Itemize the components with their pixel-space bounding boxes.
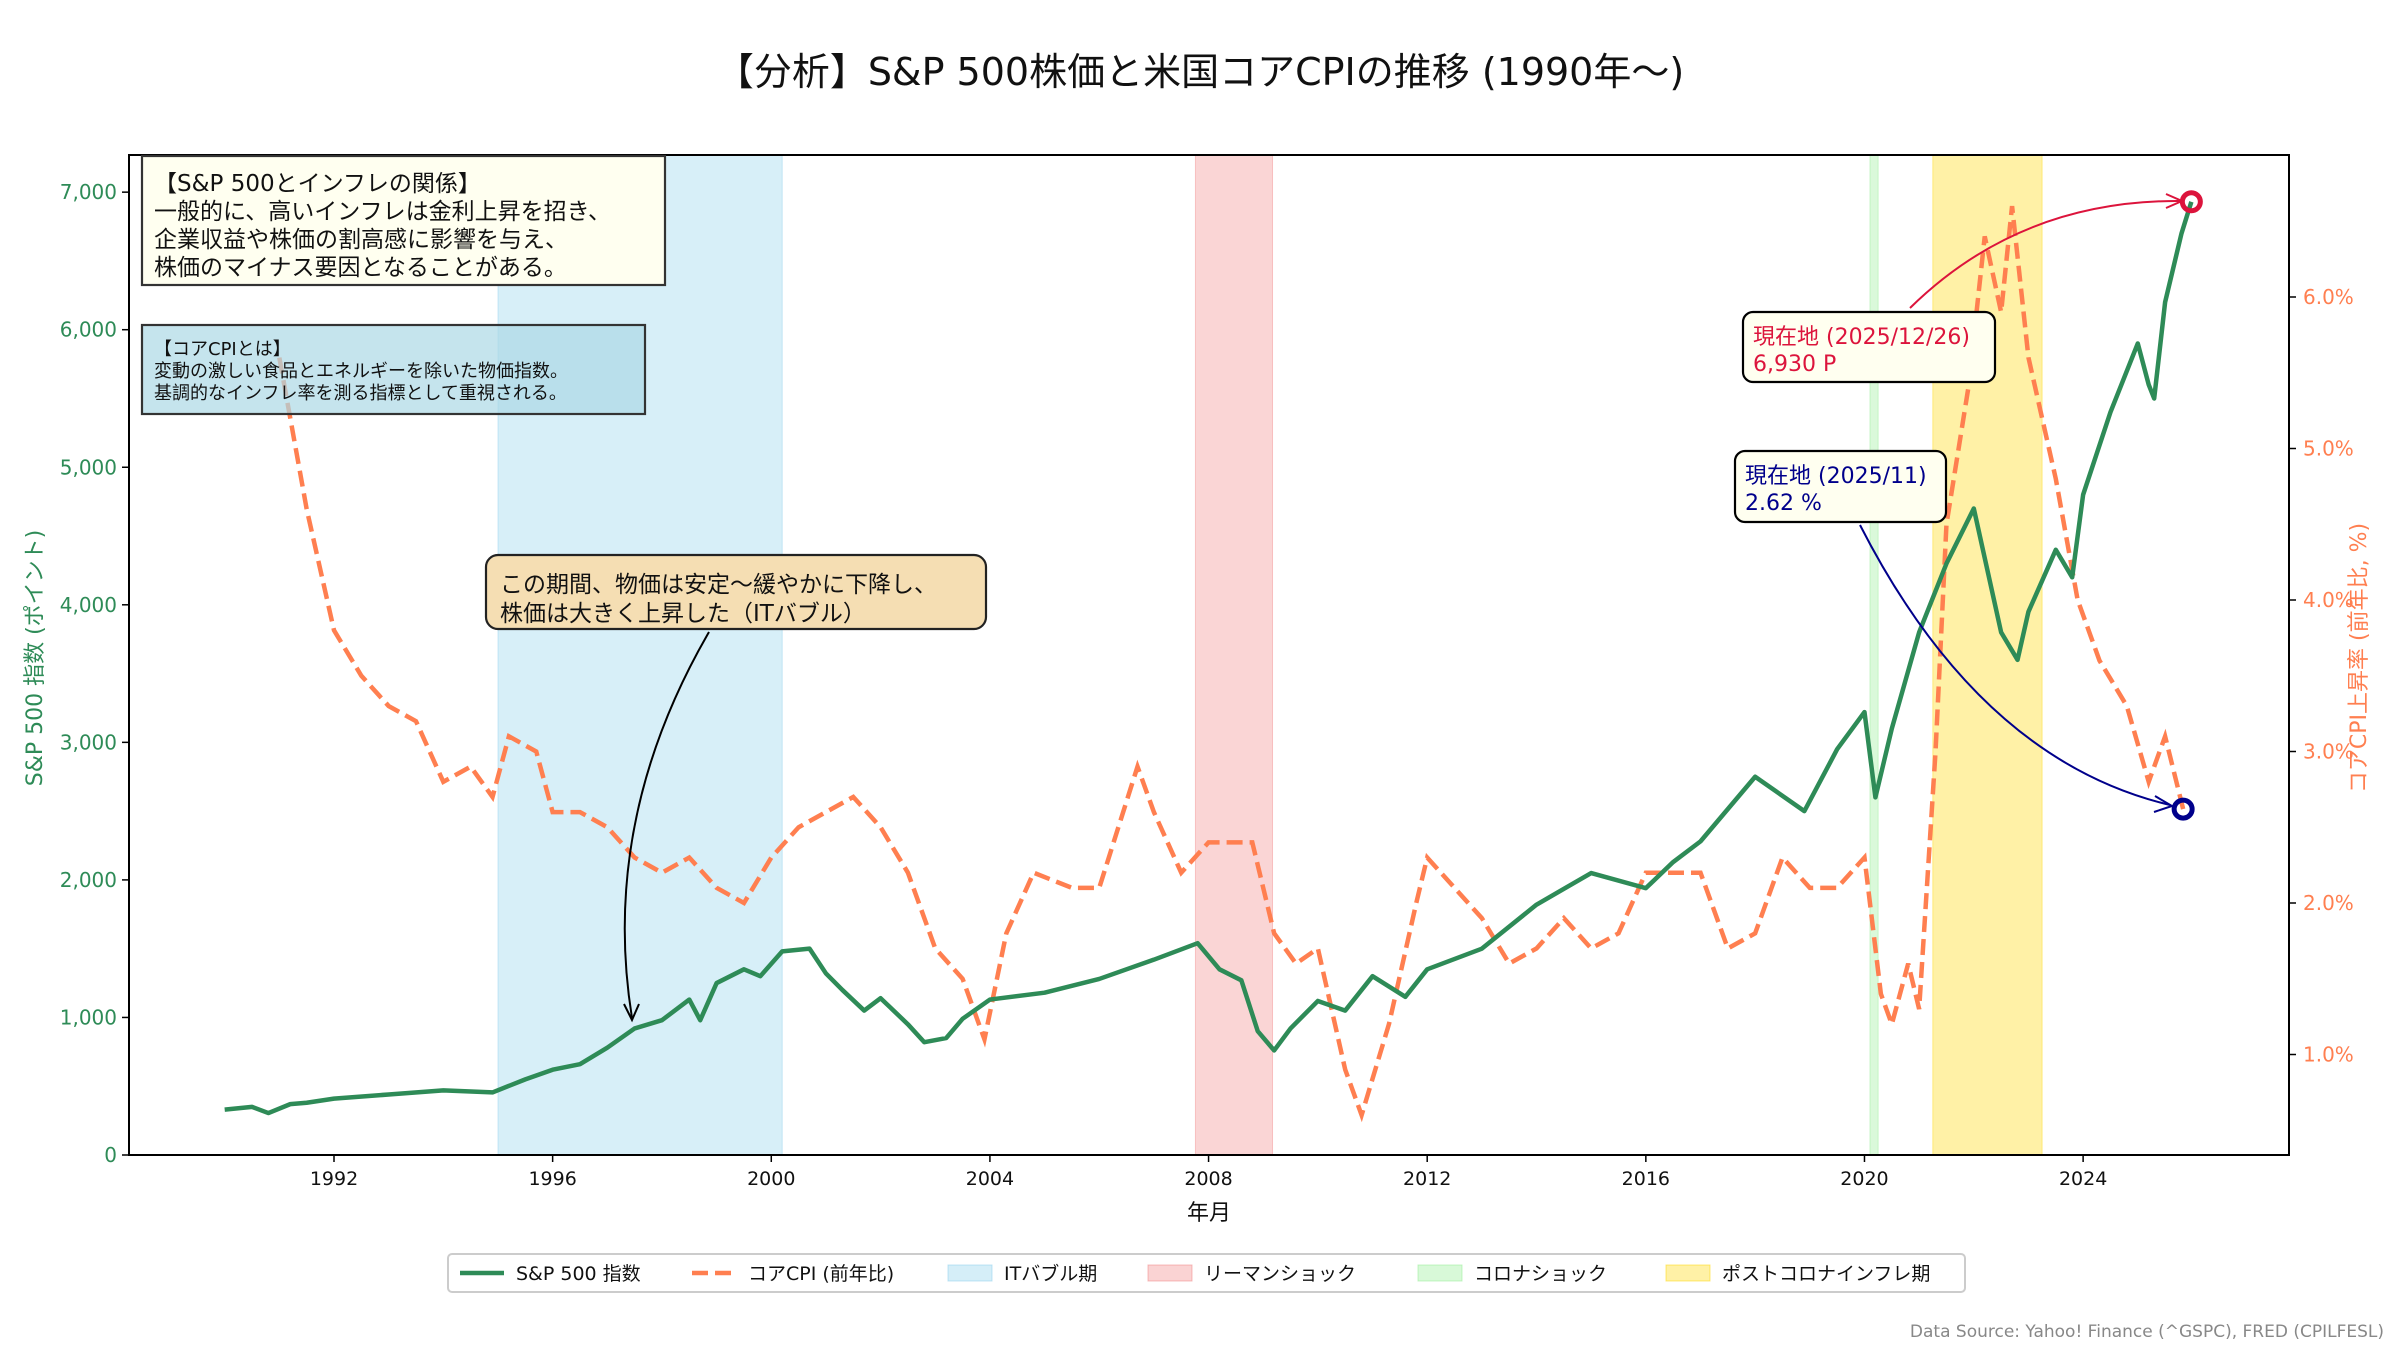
x-tick-label: 2016: [1622, 1168, 1670, 1190]
legend: S&P 500 指数 コアCPI (前年比) ITバブル期 リーマンショック コロナショ…: [447, 1253, 1966, 1293]
legend-swatch: [1147, 1264, 1193, 1282]
y-right-tick-label: 4.0%: [2303, 588, 2354, 612]
y-right-tick-label: 1.0%: [2303, 1043, 2354, 1067]
shade-it-bubble: [497, 154, 783, 1156]
y-right-tick-label: 2.0%: [2303, 891, 2354, 915]
y-left-tick-label: 7,000: [60, 180, 117, 204]
it-bubble-note-line: 株価は大きく上昇した（ITバブル）: [500, 601, 866, 627]
y-left-tick-label: 3,000: [60, 730, 117, 754]
it-bubble-note-line: この期間、物価は安定〜緩やかに下降し、: [500, 572, 937, 598]
legend-label: リーマンショック: [1204, 1263, 1356, 1285]
legend-corona: コロナショック: [1417, 1263, 1607, 1285]
core-cpi-note-box: [140, 323, 647, 416]
x-tick-label: 1996: [528, 1168, 576, 1190]
y-left-tick-label: 6,000: [60, 318, 117, 342]
current-cpi-label-line: 現在地 (2025/11): [1745, 464, 1927, 489]
sp-current-marker: [2179, 190, 2203, 214]
core-cpi-note-line: 基調的なインフレ率を測る指標として重視される。: [154, 383, 567, 404]
y-left-tick-label: 5,000: [60, 455, 117, 479]
current-cpi-label-box: [1733, 449, 1948, 524]
shade-corona: [1869, 154, 1879, 1156]
legend-label: コアCPI (前年比): [748, 1263, 894, 1285]
x-tick-label: 1992: [310, 1168, 358, 1190]
current-sp-label-line: 現在地 (2025/12/26): [1753, 325, 1970, 350]
relation-note-line: 一般的に、高いインフレは金利上昇を招き、: [154, 199, 611, 225]
legend-swatch: [947, 1264, 993, 1282]
core-cpi-note-line: 【コアCPIとは】: [154, 339, 291, 360]
x-tick-label: 2020: [1840, 1168, 1888, 1190]
current-sp-label: 現在地 (2025/12/26)6,930 P: [1741, 310, 1997, 384]
cpi-current-arrow: [1859, 524, 2171, 806]
it-arrow: [623, 631, 710, 1019]
y-left-tick-label: 4,000: [60, 593, 117, 617]
shade-lehman: [1194, 154, 1274, 1156]
cpi-current-arrowhead: [2153, 795, 2175, 813]
cpi-current-marker: [2171, 797, 2195, 821]
y-axis-right-label: コアCPI上昇率 (前年比, %): [2347, 523, 2372, 793]
legend-swatch: [1417, 1264, 1463, 1282]
y-right-tick-label: 3.0%: [2303, 740, 2354, 764]
it-bubble-note-box: [484, 553, 988, 631]
legend-post-corona: ポストコロナインフレ期: [1665, 1263, 1930, 1285]
x-tick-label: 2008: [1184, 1168, 1232, 1190]
x-axis-label: 年月: [1187, 1201, 1231, 1226]
legend-frame: [447, 1253, 1966, 1293]
y-axis-left-label: S&P 500 指数 (ポイント): [23, 530, 48, 787]
current-cpi-label-line: 2.62 %: [1745, 491, 1822, 516]
chart-title: 【分析】S&P 500株価と米国コアCPIの推移 (1990年〜): [716, 50, 1684, 94]
relation-note-line: 【S&P 500とインフレの関係】: [154, 171, 481, 197]
it-bubble-note: この期間、物価は安定〜緩やかに下降し、株価は大きく上昇した（ITバブル）: [484, 553, 988, 631]
sp-current-arrow: [1909, 199, 2181, 309]
y-left-tick-label: 0: [104, 1143, 117, 1167]
sp500-line: [224, 201, 2194, 1116]
y-right-tick-label: 6.0%: [2303, 285, 2354, 309]
it-arrowhead: [623, 1003, 640, 1023]
current-cpi-label: 現在地 (2025/11)2.62 %: [1733, 449, 1948, 524]
core-cpi-note: 【コアCPIとは】変動の激しい食品とエネルギーを除いた物価指数。基調的なインフレ…: [140, 323, 647, 416]
legend-cpi: コアCPI (前年比): [692, 1263, 894, 1285]
shade-post-corona: [1932, 154, 2043, 1156]
legend-it-bubble: ITバブル期: [947, 1262, 1097, 1285]
legend-label: コロナショック: [1474, 1263, 1607, 1285]
relation-note-box: [140, 154, 667, 287]
y-left-tick-label: 1,000: [60, 1005, 117, 1029]
relation-note-line: 株価のマイナス要因となることがある。: [154, 255, 567, 281]
relation-note: 【S&P 500とインフレの関係】一般的に、高いインフレは金利上昇を招き、企業収…: [140, 154, 667, 287]
relation-note-line: 企業収益や株価の割高感に影響を与え、: [154, 227, 568, 253]
legend-lehman: リーマンショック: [1147, 1263, 1356, 1285]
legend-label: ポストコロナインフレ期: [1722, 1263, 1930, 1285]
y-right-tick-label: 5.0%: [2303, 437, 2354, 461]
current-sp-label-box: [1741, 310, 1997, 384]
x-tick-label: 2012: [1403, 1168, 1451, 1190]
data-source: Data Source: Yahoo! Finance (^GSPC), FRE…: [1910, 1322, 2384, 1342]
x-tick-label: 2024: [2059, 1168, 2107, 1190]
legend-sp500: S&P 500 指数: [460, 1263, 641, 1285]
legend-label: S&P 500 指数: [516, 1263, 641, 1285]
current-sp-label-line: 6,930 P: [1753, 352, 1836, 377]
legend-label: ITバブル期: [1004, 1262, 1097, 1285]
y-left-tick-label: 2,000: [60, 868, 117, 892]
legend-swatch: [1665, 1264, 1711, 1282]
x-tick-label: 2000: [747, 1168, 795, 1190]
core-cpi-note-line: 変動の激しい食品とエネルギーを除いた物価指数。: [154, 361, 568, 382]
x-tick-label: 2004: [966, 1168, 1014, 1190]
